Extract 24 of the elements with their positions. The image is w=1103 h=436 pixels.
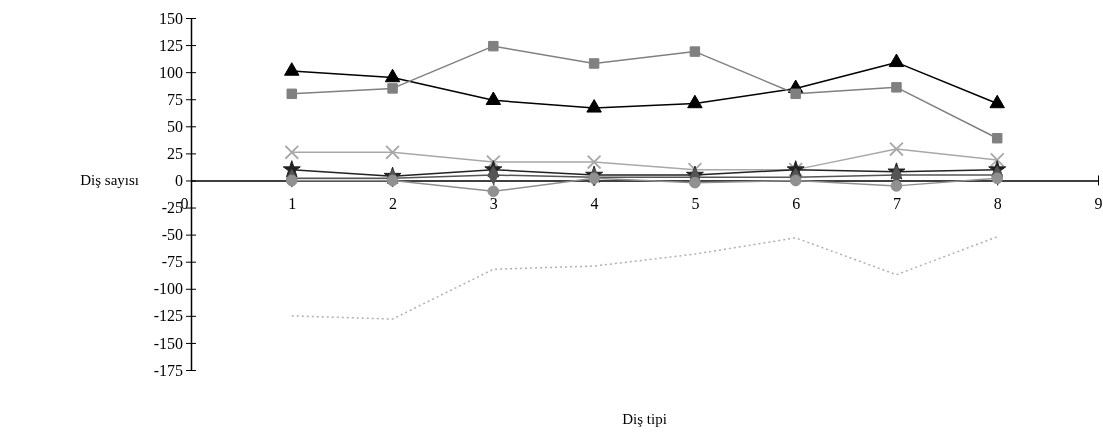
x-tick-label: 7	[892, 195, 901, 213]
y-tick-label: -175	[153, 361, 183, 379]
x-tick-label: 1	[288, 195, 297, 213]
y-tick-label: 150	[159, 9, 183, 27]
x-tick-label: 8	[993, 195, 1002, 213]
x-tick-label: 2	[389, 195, 398, 213]
y-axis-title: Diş sayısı	[80, 172, 139, 189]
y-tick-label: -100	[153, 280, 183, 298]
x-tick-label: 9	[1094, 195, 1103, 213]
y-tick-label: 25	[167, 145, 183, 162]
y-tick-label: 125	[159, 36, 183, 54]
y-tick-label: -150	[153, 334, 183, 352]
y-tick-label: 75	[167, 90, 183, 108]
y-tick-label: -50	[161, 226, 183, 244]
x-tick-label: 5	[691, 195, 700, 213]
y-tick-label: -125	[153, 307, 183, 325]
x-axis-title: Diş tipi	[622, 411, 667, 427]
x-tick-label: 3	[489, 195, 498, 213]
y-tick-label: -75	[161, 253, 183, 271]
y-tick-label: 50	[167, 117, 183, 135]
x-tick-label: 4	[590, 195, 599, 213]
x-tick-label: 6	[792, 195, 801, 213]
y-tick-label: 0	[175, 172, 183, 190]
y-tick-label: 100	[159, 63, 183, 81]
